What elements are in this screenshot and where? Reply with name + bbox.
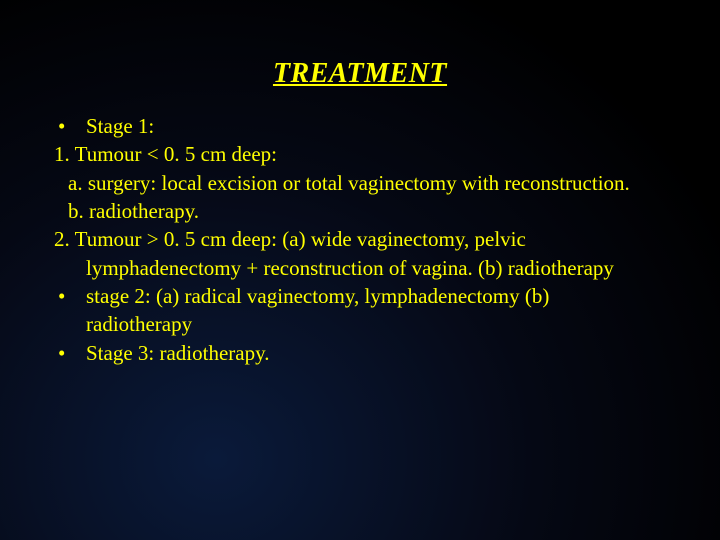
- bullet-icon: •: [58, 339, 86, 367]
- slide-title: TREATMENT: [40, 58, 680, 90]
- line-tumour-gt: 2. Tumour > 0. 5 cm deep: (a) wide vagin…: [48, 225, 680, 253]
- line-stage2-cont: radiotherapy: [48, 310, 680, 338]
- bullet-item-stage1: • Stage 1:: [48, 112, 680, 140]
- line-surgery: a. surgery: local excision or total vagi…: [48, 169, 680, 197]
- slide-body: • Stage 1: 1. Tumour < 0. 5 cm deep: a. …: [40, 112, 680, 367]
- bullet-icon: •: [58, 282, 86, 310]
- bullet-text: stage 2: (a) radical vaginectomy, lympha…: [86, 282, 680, 310]
- bullet-text: Stage 1:: [86, 112, 680, 140]
- bullet-text: Stage 3: radiotherapy.: [86, 339, 680, 367]
- bullet-item-stage2: • stage 2: (a) radical vaginectomy, lymp…: [48, 282, 680, 310]
- line-tumour-gt-cont: lymphadenectomy + reconstruction of vagi…: [48, 254, 680, 282]
- bullet-icon: •: [58, 112, 86, 140]
- slide-container: TREATMENT • Stage 1: 1. Tumour < 0. 5 cm…: [0, 0, 720, 540]
- line-tumour-lt: 1. Tumour < 0. 5 cm deep:: [48, 140, 680, 168]
- line-radiotherapy-a: b. radiotherapy.: [48, 197, 680, 225]
- bullet-item-stage3: • Stage 3: radiotherapy.: [48, 339, 680, 367]
